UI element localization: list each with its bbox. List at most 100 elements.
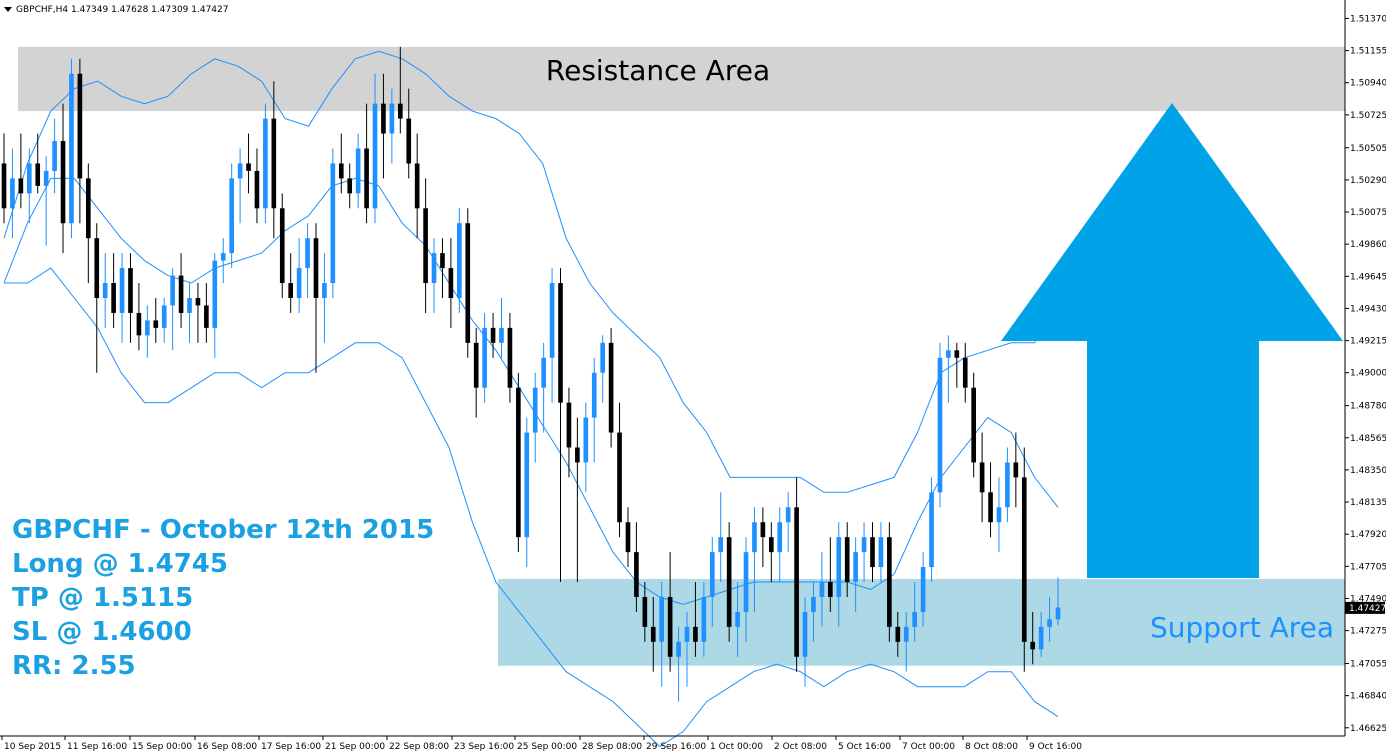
candle [912, 582, 917, 642]
candle-body [591, 372, 597, 418]
candle [69, 58, 74, 239]
trade-info-line: RR: 2.55 [12, 651, 136, 681]
candle [583, 402, 589, 493]
candle-body [634, 552, 639, 597]
candle-body [853, 552, 858, 583]
candle-body [170, 275, 175, 306]
candle-body [187, 297, 192, 313]
candle [431, 238, 437, 313]
candle-body [794, 507, 799, 657]
candle [676, 626, 681, 702]
candle [693, 582, 698, 657]
candle-body [1055, 607, 1061, 620]
candle-body [650, 626, 656, 642]
candle-body [26, 163, 32, 194]
candle [709, 537, 715, 627]
candle-body [895, 626, 901, 642]
candle [119, 253, 125, 343]
candle-body [743, 552, 749, 612]
x-tick-label: 21 Sep 00:00 [325, 742, 385, 752]
y-tick-label: 1.50725 [1350, 111, 1386, 121]
candle-body [490, 327, 496, 343]
candle [650, 596, 656, 672]
candle-body [566, 402, 572, 448]
candle-body [69, 73, 74, 224]
candle [136, 283, 142, 351]
candle-body [355, 148, 361, 194]
candle-body [971, 387, 976, 463]
candle-body [1047, 619, 1052, 627]
candle-body [912, 611, 917, 627]
candle [499, 297, 504, 358]
candle-body [524, 432, 530, 538]
candle-body [828, 582, 833, 597]
candle [979, 432, 985, 523]
candle [440, 238, 445, 298]
candle [785, 492, 791, 553]
candle-body [785, 507, 791, 523]
candle [187, 283, 192, 343]
symbol-header: GBPCHF,H4 1.47349 1.47628 1.47309 1.4742… [16, 5, 228, 15]
candle [305, 223, 310, 298]
candle [212, 253, 218, 358]
candle-body [482, 327, 487, 388]
candle [128, 253, 133, 343]
candle [802, 596, 808, 687]
candles-layer [1, 46, 1061, 702]
candle [330, 148, 336, 298]
candle [760, 507, 766, 568]
candle [338, 133, 344, 194]
candle [1047, 596, 1052, 642]
candle [524, 417, 530, 568]
current-price-tag [1345, 601, 1385, 614]
candle-body [709, 552, 715, 597]
x-tick-label: 23 Sep 16:00 [454, 742, 514, 752]
candle [263, 103, 268, 224]
candle-body [558, 283, 563, 403]
candle [558, 268, 563, 583]
menu-triangle-icon[interactable] [4, 7, 12, 12]
candle [684, 611, 690, 687]
candle [1013, 432, 1019, 508]
candle [566, 387, 572, 478]
candle [52, 118, 57, 194]
candle [870, 522, 875, 583]
candle-body [271, 118, 277, 209]
candle [929, 477, 934, 583]
candle-body [204, 305, 209, 328]
candle [828, 537, 833, 612]
candle-body [693, 626, 698, 642]
candle [887, 522, 892, 642]
candle-body [642, 596, 648, 627]
candle-body [802, 611, 808, 657]
candle [726, 522, 732, 642]
x-tick-label: 1 Oct 00:00 [710, 742, 763, 752]
candle-body [296, 268, 302, 298]
candle-body [35, 163, 41, 186]
candle [667, 552, 673, 672]
candle-body [887, 537, 892, 627]
band-upper [3, 50, 1059, 493]
y-tick-label: 1.48350 [1350, 466, 1386, 476]
candle-body [937, 357, 943, 493]
candle [1005, 447, 1010, 523]
y-tick-label: 1.47055 [1350, 659, 1386, 669]
candle [946, 335, 951, 403]
candle-body [448, 268, 454, 298]
candle-body [903, 626, 909, 642]
candle [111, 253, 116, 328]
candle [254, 148, 260, 224]
candle [541, 342, 546, 433]
candle-body [768, 537, 774, 553]
candle-body [752, 522, 757, 553]
candle-body [128, 268, 133, 313]
resistance-zone [18, 46, 1345, 112]
candle-body [541, 357, 546, 388]
candle-body [844, 537, 850, 583]
candle [397, 46, 403, 134]
y-tick-label: 1.50290 [1350, 176, 1386, 186]
candle-body [220, 253, 226, 261]
candle [448, 238, 454, 328]
candle [381, 73, 386, 179]
